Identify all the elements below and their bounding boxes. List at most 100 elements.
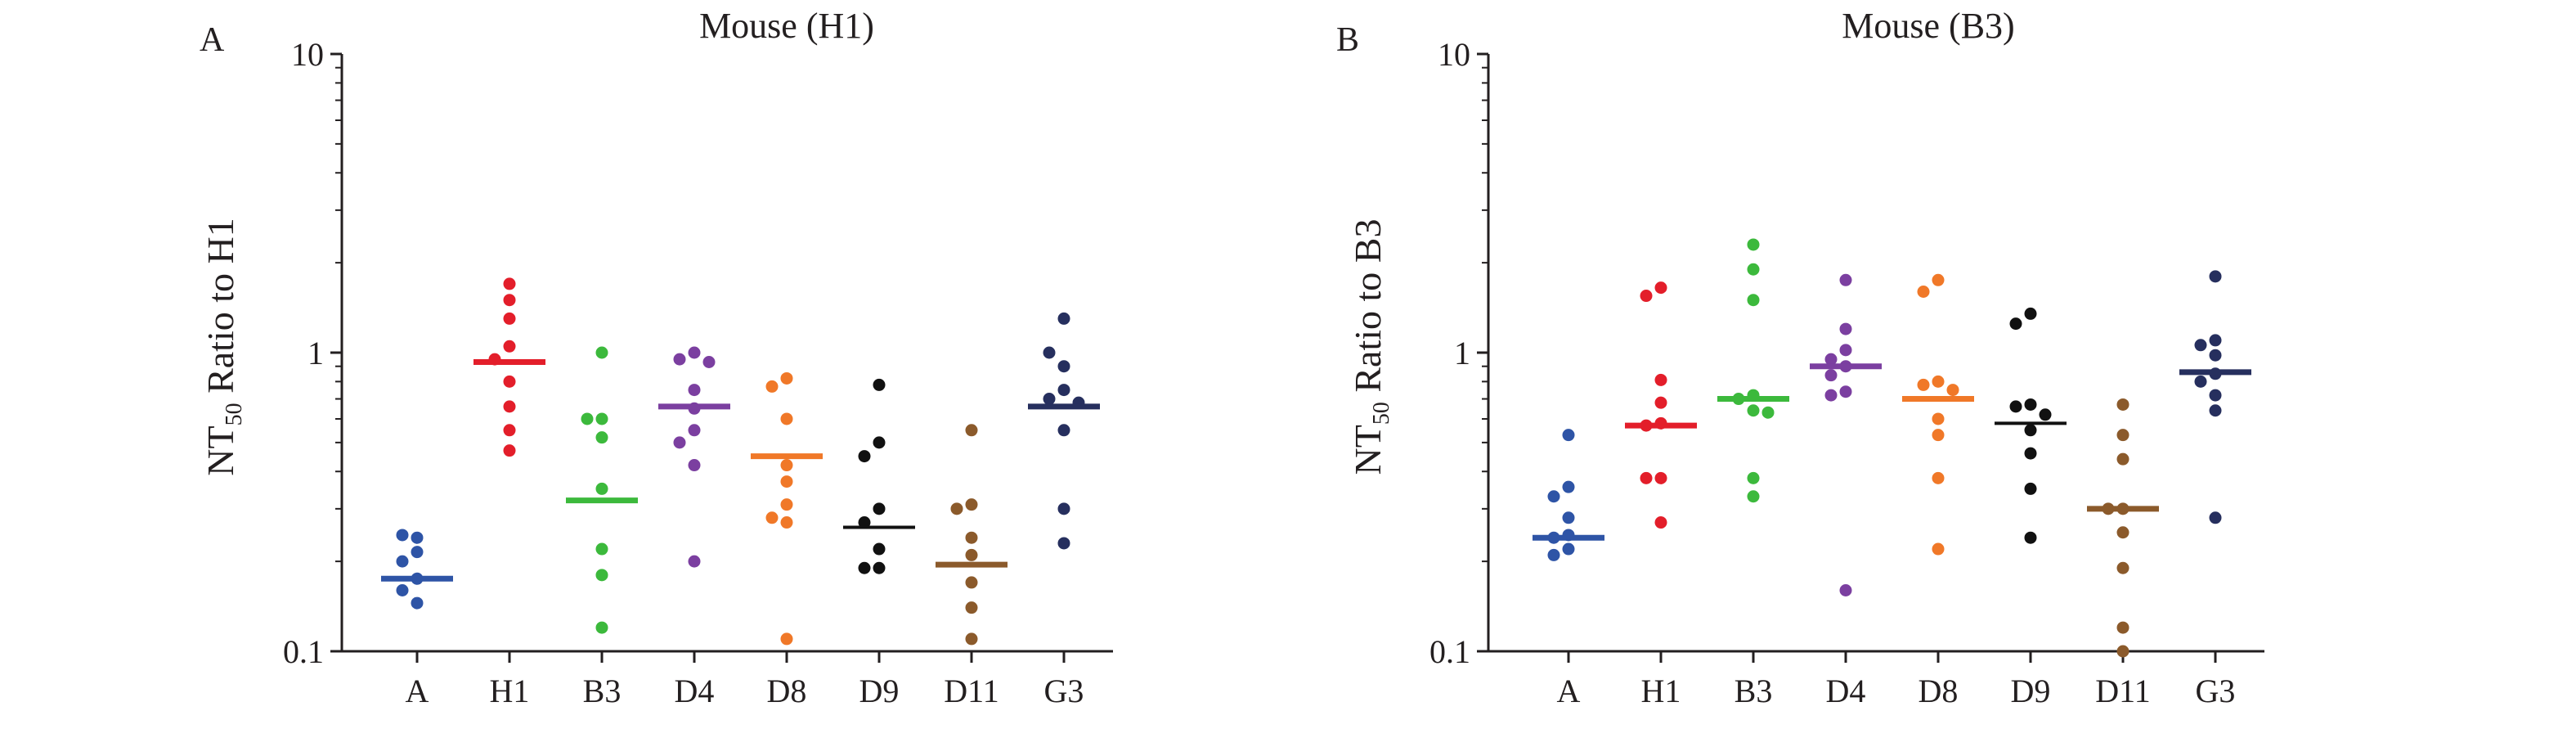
panel-b-y-tick-label: 10 — [1438, 36, 1470, 73]
panel-b-title: Mouse (B3) — [1842, 6, 2014, 46]
panel-b-point-d8 — [1932, 471, 1945, 484]
panel-b-x-tick-label: A — [1557, 673, 1581, 709]
panel-b-point-b3 — [1747, 263, 1760, 276]
panel-b-x-tick-label: G3 — [2196, 673, 2236, 709]
panel-b-point-b3 — [1747, 238, 1760, 251]
panel-b-point-d11 — [2116, 561, 2129, 574]
panel-b-point-h1 — [1654, 281, 1667, 295]
panel-a-point-b3 — [581, 412, 594, 425]
panel-b-y-tick-label: 0.1 — [1429, 633, 1470, 670]
panel-b-point-h1 — [1654, 471, 1667, 484]
panel-b-point-a — [1547, 548, 1560, 561]
panel-a-point-a — [396, 529, 409, 542]
panel-b-point-d8 — [1932, 412, 1945, 425]
panel-a-x-tick-label: G3 — [1044, 673, 1084, 709]
panel-a-point-g3 — [1057, 360, 1070, 373]
panel-a-point-h1 — [503, 400, 516, 413]
panel-a-point-d8 — [780, 459, 793, 472]
panel-a-point-d11 — [965, 531, 978, 544]
panel-b-point-d4 — [1839, 344, 1852, 357]
panel-a-point-d9 — [873, 542, 886, 556]
panel-a-point-b3 — [595, 412, 608, 425]
panel-a-marks — [381, 277, 1100, 646]
panel-a-point-a — [411, 596, 424, 610]
panel-a-point-d11 — [965, 601, 978, 614]
panel-a-point-d9 — [858, 450, 871, 463]
panel-a-point-d4 — [688, 424, 701, 437]
panel-b-point-g3 — [2209, 511, 2222, 524]
panel-b-x-tick-label: D8 — [1919, 673, 1959, 709]
panel-b-axes: 10 1 0.1 A H1 B3 D4 D8 D9 D11 G3 — [1429, 36, 2264, 709]
panel-b-point-d8 — [1932, 273, 1945, 286]
panel-b: B Mouse (B3) NT50 Ratio to B3 10 1 0.1 A H1 B… — [1336, 6, 2264, 709]
panel-b-x-tick-label: D9 — [2011, 673, 2051, 709]
panel-b-point-a — [1562, 542, 1575, 556]
panel-b-point-d9 — [2024, 424, 2037, 437]
panel-a-point-d9 — [873, 561, 886, 574]
panel-b-point-g3 — [2194, 339, 2207, 352]
panel-b-point-g3 — [2209, 270, 2222, 283]
panel-b-point-b3 — [1747, 471, 1760, 484]
panel-b-point-a — [1562, 511, 1575, 524]
panel-a-point-d8 — [780, 632, 793, 646]
panel-b-x-tick-label: H1 — [1641, 673, 1681, 709]
panel-a-point-d11 — [965, 498, 978, 511]
panel-b-point-d9 — [2009, 400, 2022, 413]
panel-b-point-b3 — [1761, 406, 1775, 419]
panel-b-x-tick-label: D4 — [1826, 673, 1866, 709]
panel-a-axes: 10 1 0.1 A H1 B3 D4 D8 D9 D11 G3 — [283, 36, 1113, 709]
panel-a-point-d11 — [965, 632, 978, 646]
panel-a-point-g3 — [1057, 502, 1070, 515]
panel-a-point-h1 — [503, 424, 516, 437]
panel-a-point-d9 — [873, 436, 886, 449]
panel-a-y-tick-label: 1 — [307, 335, 324, 371]
panel-b-point-h1 — [1640, 290, 1653, 303]
panel-b-point-g3 — [2209, 349, 2222, 362]
panel-a-x-tick-label: A — [406, 673, 429, 709]
panel-b-point-d8 — [1932, 375, 1945, 388]
panel-a-point-g3 — [1043, 393, 1056, 406]
panel-a-point-d11 — [965, 548, 978, 561]
panel-b-point-d9 — [2024, 307, 2037, 320]
panel-a-point-b3 — [595, 482, 608, 495]
panel-a-x-tick-label: D4 — [675, 673, 715, 709]
panel-a-point-d11 — [965, 576, 978, 589]
panel-b-marks — [1533, 238, 2251, 658]
panel-a-point-d11 — [965, 424, 978, 437]
panel-a-point-a — [396, 555, 409, 568]
panel-a-x-tick-label: B3 — [583, 673, 622, 709]
panel-a-point-d4 — [673, 353, 686, 366]
panel-a-letter: A — [200, 21, 225, 59]
panel-a-point-d4 — [702, 356, 716, 369]
panel-a-point-d4 — [688, 384, 701, 397]
panel-a-point-d11 — [950, 502, 963, 515]
panel-b-y-axis-label: NT50 Ratio to B3 — [1347, 219, 1394, 475]
panel-b-point-d11 — [2116, 526, 2129, 539]
panel-a-y-axis-label: NT50 Ratio to H1 — [200, 218, 247, 476]
panel-a-point-b3 — [595, 346, 608, 359]
panel-a-point-d4 — [688, 555, 701, 568]
panel-b-point-g3 — [2209, 404, 2222, 417]
panel-a-point-b3 — [595, 542, 608, 556]
panel-b-point-d9 — [2024, 531, 2037, 544]
panel-a-point-h1 — [503, 340, 516, 353]
panel-a-point-d8 — [780, 371, 793, 385]
panel-a-x-tick-label: D11 — [944, 673, 999, 709]
panel-a-point-b3 — [595, 431, 608, 444]
panel-b-point-d8 — [1946, 384, 1959, 397]
panel-a-point-b3 — [595, 569, 608, 582]
panel-b-point-h1 — [1640, 471, 1653, 484]
panel-a-point-a — [411, 531, 424, 544]
panel-b-x-tick-label: D11 — [2095, 673, 2150, 709]
panel-b-point-d9 — [2009, 317, 2022, 331]
panel-a-point-h1 — [503, 294, 516, 307]
panel-a-title: Mouse (H1) — [699, 6, 874, 46]
panel-b-point-d11 — [2116, 645, 2129, 658]
panel-b-point-a — [1562, 480, 1575, 493]
panel-b-point-h1 — [1654, 516, 1667, 529]
panel-a-point-g3 — [1057, 424, 1070, 437]
panel-a-point-d8 — [780, 516, 793, 529]
panel-a-point-d8 — [780, 475, 793, 488]
panel-b-x-tick-label: B3 — [1735, 673, 1773, 709]
